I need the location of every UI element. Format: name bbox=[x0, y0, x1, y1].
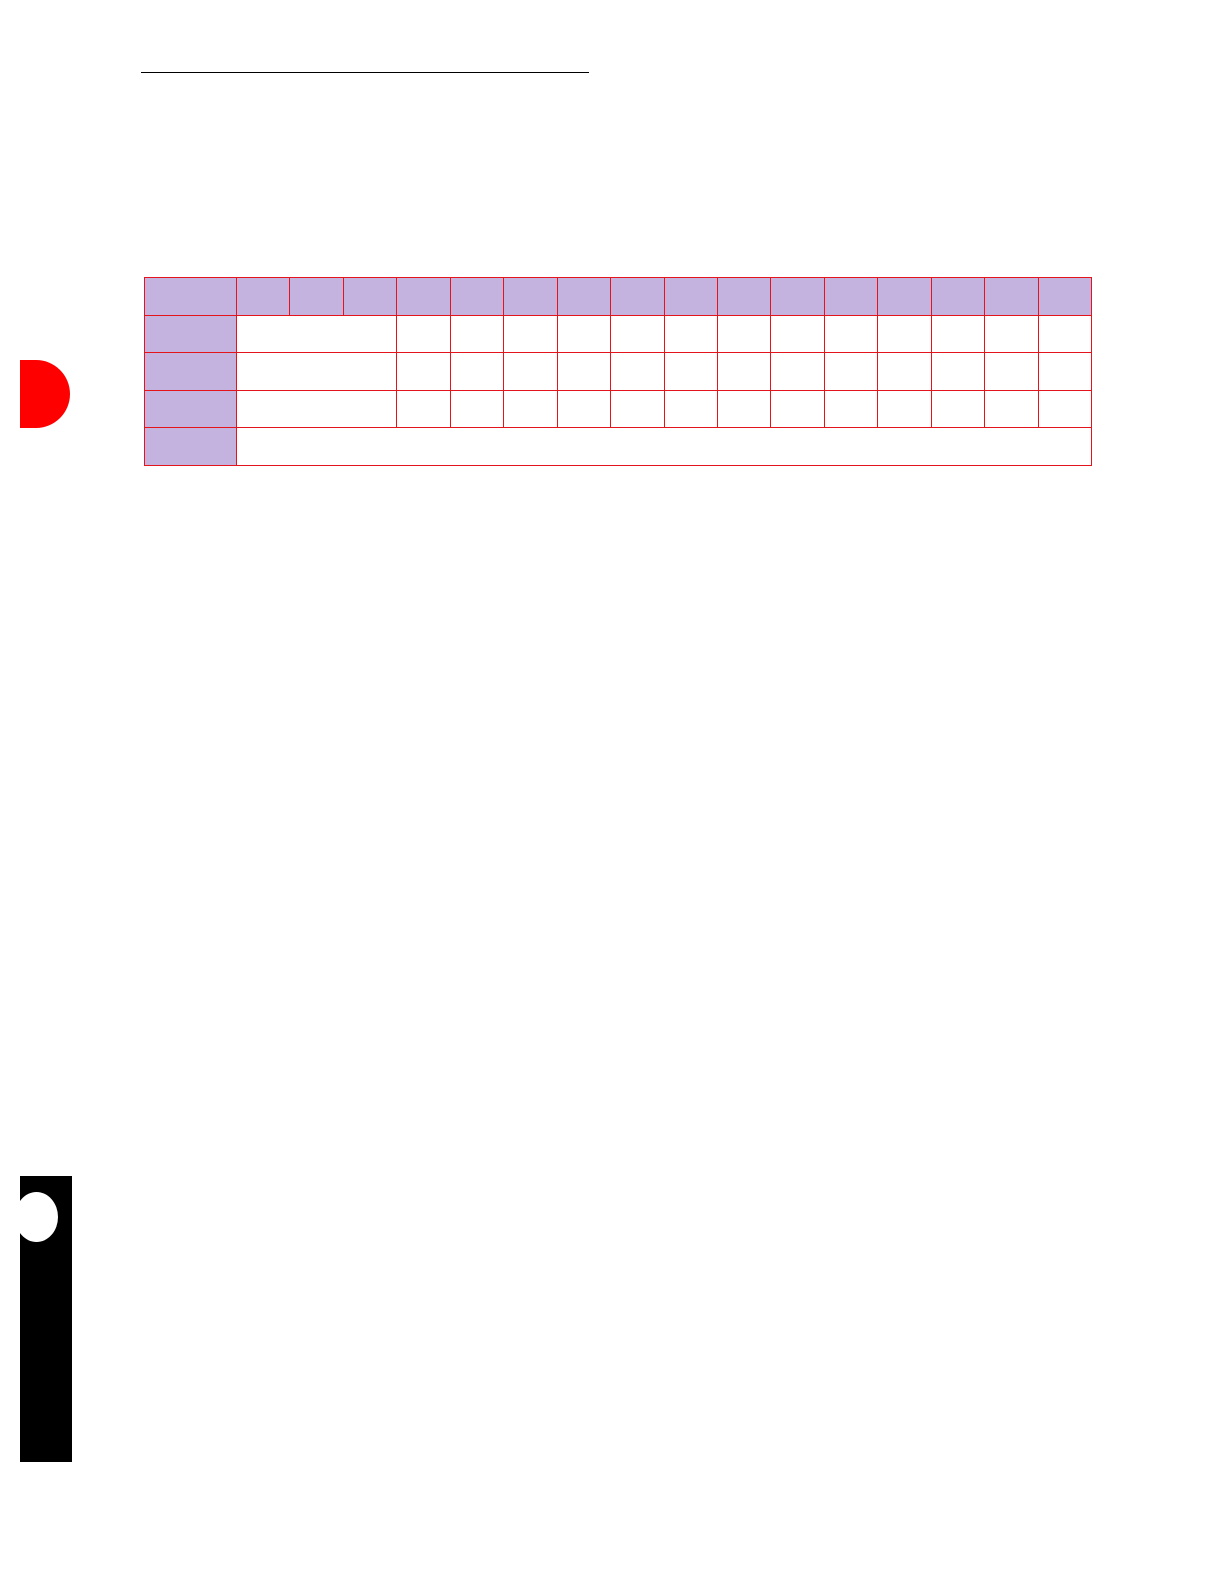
table-cell bbox=[717, 353, 772, 391]
section-tab-marker bbox=[20, 360, 70, 428]
table-cell bbox=[878, 315, 932, 354]
row-label-cell bbox=[145, 428, 237, 466]
header-cell bbox=[931, 278, 986, 316]
table-cell bbox=[1038, 390, 1092, 429]
table-cell bbox=[557, 353, 612, 391]
table-cell bbox=[1038, 353, 1092, 391]
header-rule bbox=[141, 72, 589, 73]
table-cell bbox=[504, 390, 558, 429]
header-cell bbox=[985, 278, 1039, 316]
table-cell bbox=[931, 390, 986, 429]
header-cell bbox=[824, 278, 879, 316]
merged-row-cell bbox=[237, 428, 1092, 466]
table-cell bbox=[824, 353, 879, 391]
table-cell bbox=[397, 315, 451, 354]
header-cell bbox=[450, 278, 505, 316]
header-cell bbox=[771, 278, 825, 316]
thumb-tab-circle bbox=[15, 1192, 58, 1242]
row-label-cell bbox=[145, 315, 237, 354]
header-cell bbox=[878, 278, 932, 316]
header-cell bbox=[145, 278, 237, 316]
table-cell bbox=[878, 390, 932, 429]
merged-cell bbox=[237, 353, 398, 391]
header-cell bbox=[717, 278, 772, 316]
table-cell bbox=[557, 315, 612, 354]
table-cell bbox=[771, 390, 825, 429]
header-cell bbox=[664, 278, 718, 316]
table-cell bbox=[504, 353, 558, 391]
header-cell bbox=[343, 278, 398, 316]
table-cell bbox=[504, 315, 558, 354]
table-cell bbox=[1038, 315, 1092, 354]
header-cell bbox=[397, 278, 451, 316]
table-cell bbox=[985, 315, 1039, 354]
table-cell bbox=[931, 353, 986, 391]
header-cell bbox=[290, 278, 344, 316]
table-cell bbox=[717, 315, 772, 354]
table-cell bbox=[664, 390, 718, 429]
table-cell bbox=[611, 315, 665, 354]
table-cell bbox=[771, 315, 825, 354]
table-cell bbox=[664, 315, 718, 354]
merged-cell bbox=[237, 315, 398, 354]
table-cell bbox=[664, 353, 718, 391]
chapter-thumb-tab bbox=[15, 1176, 72, 1462]
header-cell bbox=[557, 278, 612, 316]
table-cell bbox=[611, 353, 665, 391]
data-table bbox=[144, 277, 1092, 466]
table-cell bbox=[717, 390, 772, 429]
table-cell bbox=[985, 353, 1039, 391]
table-cell bbox=[397, 390, 451, 429]
table-cell bbox=[771, 353, 825, 391]
table-cell bbox=[824, 390, 879, 429]
table-cell bbox=[557, 390, 612, 429]
table-cell bbox=[611, 390, 665, 429]
header-cell bbox=[611, 278, 665, 316]
table-cell bbox=[985, 390, 1039, 429]
header-cell bbox=[1038, 278, 1092, 316]
table-cell bbox=[931, 315, 986, 354]
table-cell bbox=[450, 315, 505, 354]
row-label-cell bbox=[145, 390, 237, 429]
table-cell bbox=[824, 315, 879, 354]
header-cell bbox=[504, 278, 558, 316]
row-label-cell bbox=[145, 353, 237, 391]
table-cell bbox=[878, 353, 932, 391]
table-cell bbox=[450, 353, 505, 391]
header-cell bbox=[237, 278, 291, 316]
merged-cell bbox=[237, 390, 398, 429]
table-cell bbox=[450, 390, 505, 429]
table-cell bbox=[397, 353, 451, 391]
